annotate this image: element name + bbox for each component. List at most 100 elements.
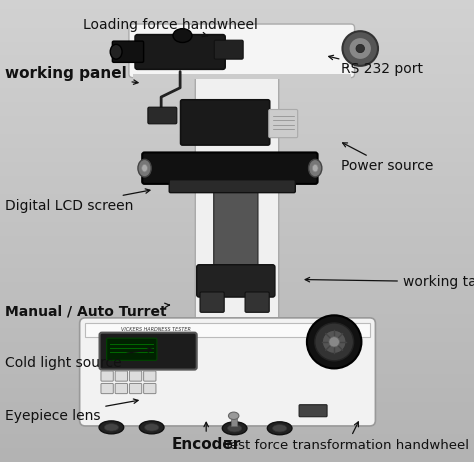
Bar bbox=[0, 88, 474, 92]
FancyBboxPatch shape bbox=[129, 24, 355, 78]
Polygon shape bbox=[85, 323, 370, 337]
Ellipse shape bbox=[309, 159, 322, 177]
Bar bbox=[0, 388, 474, 393]
Bar bbox=[0, 300, 474, 305]
Bar bbox=[0, 116, 474, 120]
Bar bbox=[0, 74, 474, 79]
Bar bbox=[0, 402, 474, 407]
Bar bbox=[0, 397, 474, 402]
FancyBboxPatch shape bbox=[101, 383, 113, 394]
Text: Power source: Power source bbox=[341, 143, 434, 173]
Bar bbox=[0, 374, 474, 379]
Bar bbox=[0, 199, 474, 203]
Ellipse shape bbox=[356, 44, 365, 53]
FancyBboxPatch shape bbox=[129, 383, 142, 394]
Ellipse shape bbox=[138, 159, 151, 177]
Ellipse shape bbox=[307, 315, 361, 369]
Bar bbox=[0, 245, 474, 249]
Bar bbox=[0, 277, 474, 282]
Bar bbox=[0, 203, 474, 208]
Bar bbox=[0, 69, 474, 74]
Text: Encoder: Encoder bbox=[172, 422, 241, 452]
Ellipse shape bbox=[329, 337, 339, 347]
Bar bbox=[0, 268, 474, 273]
Bar bbox=[0, 342, 474, 346]
FancyBboxPatch shape bbox=[144, 383, 156, 394]
Bar bbox=[0, 263, 474, 268]
Bar bbox=[0, 162, 474, 166]
Bar bbox=[0, 310, 474, 314]
Bar bbox=[0, 222, 474, 226]
Bar bbox=[231, 416, 237, 426]
Bar bbox=[0, 393, 474, 397]
Bar bbox=[0, 139, 474, 143]
Ellipse shape bbox=[139, 421, 164, 434]
Ellipse shape bbox=[322, 330, 346, 353]
Bar bbox=[0, 9, 474, 14]
Bar bbox=[0, 217, 474, 222]
Text: Eyepiece lens: Eyepiece lens bbox=[5, 399, 138, 423]
Ellipse shape bbox=[342, 31, 378, 66]
Bar bbox=[0, 411, 474, 416]
Bar bbox=[0, 208, 474, 213]
Bar bbox=[0, 171, 474, 176]
FancyBboxPatch shape bbox=[200, 292, 224, 312]
Bar bbox=[0, 23, 474, 28]
Bar bbox=[0, 51, 474, 55]
Bar bbox=[0, 286, 474, 291]
Bar bbox=[0, 106, 474, 111]
FancyBboxPatch shape bbox=[80, 318, 375, 426]
FancyBboxPatch shape bbox=[195, 38, 279, 332]
Bar bbox=[0, 296, 474, 300]
FancyBboxPatch shape bbox=[100, 333, 197, 370]
Bar bbox=[0, 273, 474, 277]
Bar bbox=[0, 185, 474, 189]
FancyBboxPatch shape bbox=[115, 371, 128, 381]
Bar bbox=[0, 111, 474, 116]
Bar bbox=[0, 79, 474, 83]
Bar bbox=[0, 129, 474, 134]
Bar bbox=[0, 97, 474, 102]
FancyBboxPatch shape bbox=[115, 383, 128, 394]
Bar bbox=[0, 176, 474, 180]
Bar bbox=[0, 383, 474, 388]
Bar bbox=[0, 32, 474, 37]
FancyBboxPatch shape bbox=[101, 371, 113, 381]
Bar bbox=[0, 28, 474, 32]
Bar bbox=[0, 231, 474, 236]
Ellipse shape bbox=[315, 323, 354, 361]
Bar bbox=[0, 226, 474, 231]
FancyBboxPatch shape bbox=[181, 100, 270, 145]
Ellipse shape bbox=[222, 422, 247, 435]
Text: VICKERS HARDNESS TESTER: VICKERS HARDNESS TESTER bbox=[121, 327, 191, 332]
Bar bbox=[0, 125, 474, 129]
Bar bbox=[0, 189, 474, 194]
Bar bbox=[0, 166, 474, 171]
Text: Digital LCD screen: Digital LCD screen bbox=[5, 189, 150, 213]
Bar bbox=[0, 143, 474, 148]
FancyBboxPatch shape bbox=[169, 180, 295, 193]
Bar bbox=[0, 305, 474, 310]
FancyBboxPatch shape bbox=[144, 371, 156, 381]
Bar bbox=[0, 60, 474, 65]
FancyBboxPatch shape bbox=[129, 371, 142, 381]
Bar bbox=[0, 407, 474, 411]
FancyBboxPatch shape bbox=[214, 189, 258, 274]
Ellipse shape bbox=[99, 421, 124, 434]
Bar bbox=[0, 240, 474, 245]
Bar bbox=[0, 37, 474, 42]
FancyBboxPatch shape bbox=[107, 338, 157, 360]
Ellipse shape bbox=[267, 422, 292, 435]
Ellipse shape bbox=[349, 37, 372, 60]
Ellipse shape bbox=[110, 44, 122, 59]
Bar bbox=[0, 360, 474, 365]
Ellipse shape bbox=[228, 412, 239, 419]
Bar bbox=[0, 425, 474, 430]
Ellipse shape bbox=[312, 164, 318, 172]
Text: Test force transformation handwheel: Test force transformation handwheel bbox=[224, 422, 469, 452]
Bar bbox=[0, 291, 474, 296]
FancyBboxPatch shape bbox=[112, 41, 144, 62]
Text: Manual / Auto Turret: Manual / Auto Turret bbox=[5, 303, 170, 319]
Bar bbox=[0, 65, 474, 69]
Bar bbox=[0, 282, 474, 286]
